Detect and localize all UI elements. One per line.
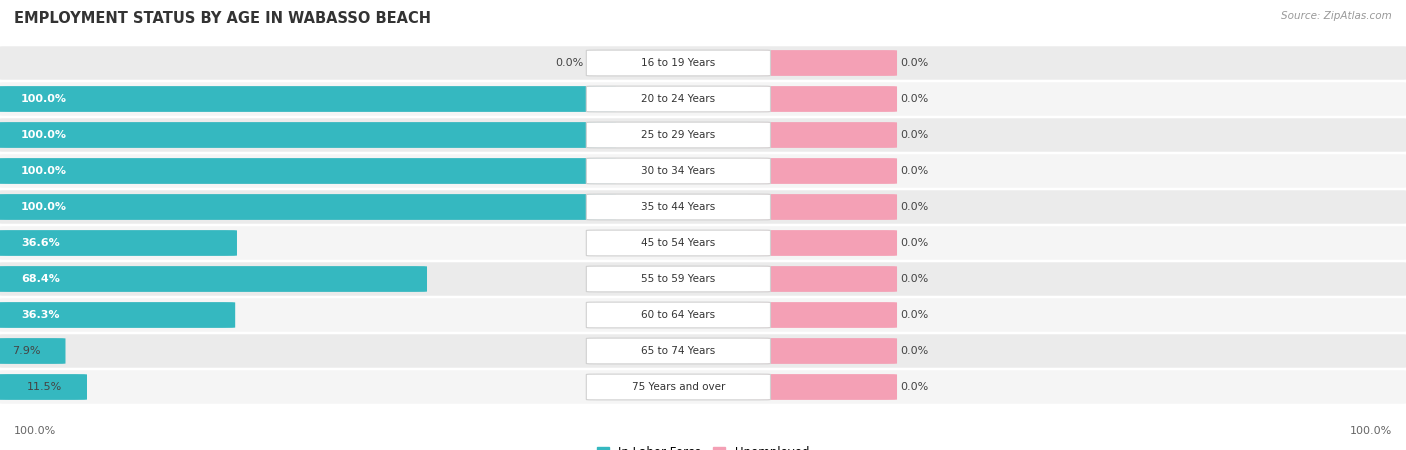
FancyBboxPatch shape	[0, 122, 616, 148]
FancyBboxPatch shape	[0, 374, 87, 400]
Text: 25 to 29 Years: 25 to 29 Years	[641, 130, 716, 140]
Text: 0.0%: 0.0%	[900, 274, 928, 284]
Text: 100.0%: 100.0%	[14, 427, 56, 436]
Text: 36.6%: 36.6%	[21, 238, 60, 248]
FancyBboxPatch shape	[0, 86, 616, 112]
FancyBboxPatch shape	[0, 302, 235, 328]
Text: 55 to 59 Years: 55 to 59 Years	[641, 274, 716, 284]
FancyBboxPatch shape	[748, 338, 897, 364]
Text: 100.0%: 100.0%	[21, 166, 67, 176]
Text: 36.3%: 36.3%	[21, 310, 59, 320]
FancyBboxPatch shape	[748, 158, 897, 184]
FancyBboxPatch shape	[748, 194, 897, 220]
Text: 68.4%: 68.4%	[21, 274, 60, 284]
Text: 0.0%: 0.0%	[900, 94, 928, 104]
Text: EMPLOYMENT STATUS BY AGE IN WABASSO BEACH: EMPLOYMENT STATUS BY AGE IN WABASSO BEAC…	[14, 11, 432, 26]
FancyBboxPatch shape	[586, 338, 770, 364]
Text: 75 Years and over: 75 Years and over	[631, 382, 725, 392]
Text: 60 to 64 Years: 60 to 64 Years	[641, 310, 716, 320]
Text: 0.0%: 0.0%	[900, 58, 928, 68]
Text: 30 to 34 Years: 30 to 34 Years	[641, 166, 716, 176]
Text: 0.0%: 0.0%	[900, 166, 928, 176]
FancyBboxPatch shape	[586, 50, 770, 76]
FancyBboxPatch shape	[0, 230, 238, 256]
FancyBboxPatch shape	[586, 374, 770, 400]
Text: 0.0%: 0.0%	[900, 130, 928, 140]
Text: 0.0%: 0.0%	[900, 310, 928, 320]
Text: 100.0%: 100.0%	[21, 202, 67, 212]
Text: 0.0%: 0.0%	[900, 382, 928, 392]
FancyBboxPatch shape	[748, 230, 897, 256]
Text: 0.0%: 0.0%	[900, 238, 928, 248]
FancyBboxPatch shape	[0, 190, 1406, 224]
FancyBboxPatch shape	[0, 262, 1406, 296]
FancyBboxPatch shape	[0, 298, 1406, 332]
FancyBboxPatch shape	[0, 46, 1406, 80]
Text: 100.0%: 100.0%	[1350, 427, 1392, 436]
FancyBboxPatch shape	[0, 82, 1406, 116]
Text: 100.0%: 100.0%	[21, 130, 67, 140]
FancyBboxPatch shape	[748, 266, 897, 292]
FancyBboxPatch shape	[0, 118, 1406, 152]
Text: 0.0%: 0.0%	[555, 58, 583, 68]
FancyBboxPatch shape	[586, 266, 770, 292]
FancyBboxPatch shape	[748, 122, 897, 148]
Text: 65 to 74 Years: 65 to 74 Years	[641, 346, 716, 356]
FancyBboxPatch shape	[748, 374, 897, 400]
Text: 7.9%: 7.9%	[11, 346, 41, 356]
FancyBboxPatch shape	[0, 194, 616, 220]
Text: 35 to 44 Years: 35 to 44 Years	[641, 202, 716, 212]
FancyBboxPatch shape	[0, 226, 1406, 260]
Legend: In Labor Force, Unemployed: In Labor Force, Unemployed	[592, 441, 814, 450]
Text: 100.0%: 100.0%	[21, 94, 67, 104]
FancyBboxPatch shape	[0, 158, 616, 184]
FancyBboxPatch shape	[748, 86, 897, 112]
FancyBboxPatch shape	[586, 158, 770, 184]
Text: 20 to 24 Years: 20 to 24 Years	[641, 94, 716, 104]
FancyBboxPatch shape	[586, 194, 770, 220]
FancyBboxPatch shape	[0, 338, 66, 364]
Text: 11.5%: 11.5%	[27, 382, 62, 392]
Text: 0.0%: 0.0%	[900, 202, 928, 212]
FancyBboxPatch shape	[748, 50, 897, 76]
FancyBboxPatch shape	[0, 154, 1406, 188]
FancyBboxPatch shape	[586, 302, 770, 328]
FancyBboxPatch shape	[0, 266, 427, 292]
Text: 45 to 54 Years: 45 to 54 Years	[641, 238, 716, 248]
FancyBboxPatch shape	[748, 302, 897, 328]
FancyBboxPatch shape	[586, 230, 770, 256]
Text: 0.0%: 0.0%	[900, 346, 928, 356]
Text: Source: ZipAtlas.com: Source: ZipAtlas.com	[1281, 11, 1392, 21]
FancyBboxPatch shape	[0, 370, 1406, 404]
FancyBboxPatch shape	[0, 334, 1406, 368]
Text: 16 to 19 Years: 16 to 19 Years	[641, 58, 716, 68]
FancyBboxPatch shape	[586, 86, 770, 112]
FancyBboxPatch shape	[586, 122, 770, 148]
